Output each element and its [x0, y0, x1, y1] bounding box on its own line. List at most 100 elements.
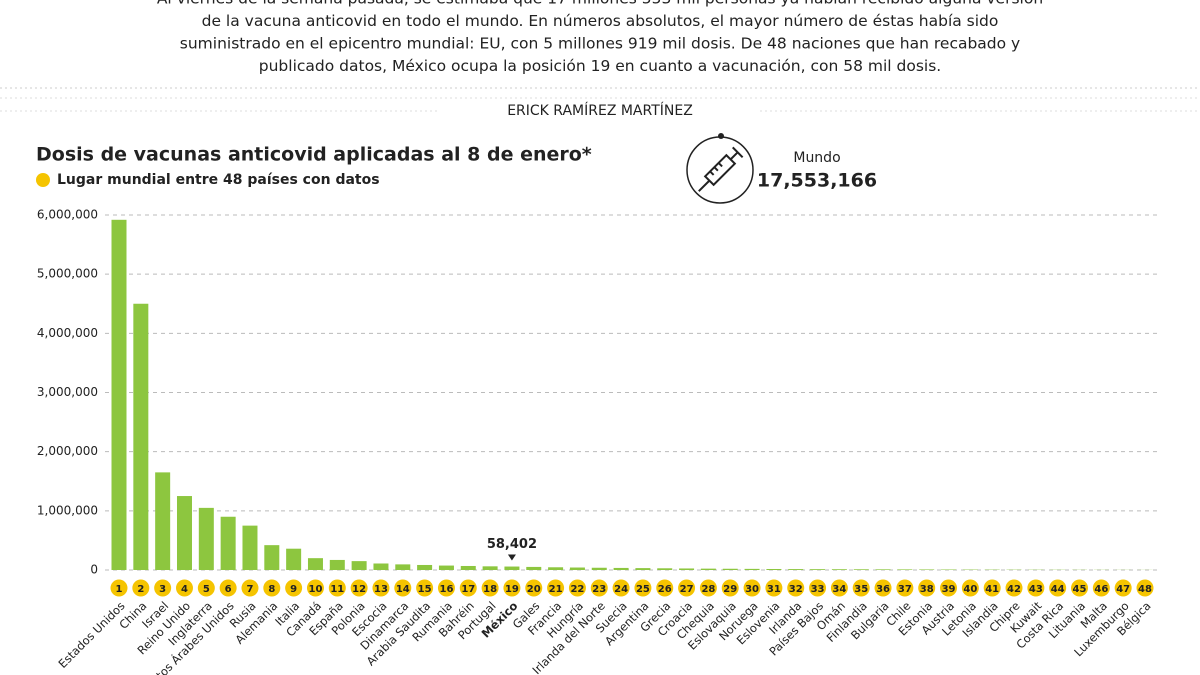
value-pointer — [507, 554, 516, 561]
world-total: 17,553,166 — [757, 170, 877, 192]
rank-label: 5 — [203, 584, 210, 595]
bar — [788, 569, 804, 570]
rank-marker — [809, 579, 827, 597]
bar — [155, 472, 171, 570]
rank-marker — [525, 579, 543, 597]
rank-label: 12 — [352, 584, 366, 595]
rank-label: 27 — [680, 584, 694, 595]
value-label: 58,402 — [487, 537, 537, 552]
bar — [810, 569, 826, 570]
intro-text: publicado datos, México ocupa la posició… — [259, 57, 941, 75]
rank-label: 15 — [418, 584, 432, 595]
rank-marker — [765, 579, 783, 597]
rank-marker — [961, 579, 979, 597]
rank-marker — [983, 579, 1001, 597]
rank-marker — [1114, 579, 1132, 597]
bar — [919, 569, 935, 570]
rank-label: 33 — [811, 584, 825, 595]
rank-marker — [634, 579, 652, 597]
rank-marker — [394, 579, 412, 597]
rank-label: 16 — [439, 584, 453, 595]
rank-label: 24 — [614, 584, 628, 595]
rank-marker — [1071, 579, 1089, 597]
y-tick-label: 3,000,000 — [37, 385, 98, 399]
rank-label: 31 — [767, 584, 781, 595]
rank-label: 48 — [1138, 584, 1152, 595]
rank-label: 4 — [181, 584, 188, 595]
rank-marker — [175, 579, 193, 597]
bar — [679, 568, 695, 570]
bar — [286, 548, 302, 570]
bar — [133, 303, 149, 570]
rank-label: 9 — [290, 584, 297, 595]
bar — [460, 565, 476, 570]
rank-label: 42 — [1007, 584, 1021, 595]
rank-marker — [219, 579, 237, 597]
bar — [395, 564, 411, 570]
rank-marker — [503, 579, 521, 597]
bar — [853, 569, 869, 570]
rank-marker — [481, 579, 499, 597]
rank-label: 11 — [330, 584, 344, 595]
rank-marker — [612, 579, 630, 597]
rank-marker — [743, 579, 761, 597]
y-tick-label: 4,000,000 — [37, 326, 98, 340]
rank-marker — [306, 579, 324, 597]
rank-marker — [852, 579, 870, 597]
rank-marker — [787, 579, 805, 597]
rank-label: 13 — [374, 584, 388, 595]
bar — [438, 565, 454, 570]
bar — [198, 507, 214, 570]
rank-label: 23 — [592, 584, 606, 595]
rank-label: 8 — [268, 584, 275, 595]
bar — [482, 566, 498, 570]
rank-label: 36 — [876, 584, 890, 595]
bar — [504, 566, 520, 570]
rank-marker — [830, 579, 848, 597]
rank-marker — [1027, 579, 1045, 597]
bar — [242, 525, 258, 570]
bar — [744, 568, 760, 570]
bar — [766, 568, 782, 570]
bar — [548, 567, 564, 570]
rank-marker — [459, 579, 477, 597]
rank-label: 3 — [159, 584, 166, 595]
rank-label: 28 — [701, 584, 715, 595]
bar — [264, 545, 280, 570]
rank-marker — [1005, 579, 1023, 597]
rank-marker — [547, 579, 565, 597]
rank-marker — [416, 579, 434, 597]
rank-label: 44 — [1051, 584, 1065, 595]
rank-marker — [285, 579, 303, 597]
rank-marker — [699, 579, 717, 597]
intro-text: suministrado en el epicentro mundial: EU… — [180, 35, 1020, 53]
rank-marker — [874, 579, 892, 597]
x-tick-label: Estados Unidos — [55, 599, 127, 671]
rank-label: 7 — [246, 584, 253, 595]
chart-title: Dosis de vacunas anticovid aplicadas al … — [36, 144, 592, 166]
bar — [831, 569, 847, 570]
intro-text: de la vacuna anticovid en todo el mundo.… — [202, 12, 999, 30]
rank-marker — [437, 579, 455, 597]
rank-marker — [372, 579, 390, 597]
rank-label: 10 — [309, 584, 323, 595]
rank-marker — [678, 579, 696, 597]
rank-marker — [656, 579, 674, 597]
rank-marker — [328, 579, 346, 597]
rank-marker — [1136, 579, 1154, 597]
bar — [526, 566, 542, 570]
legend-marker — [36, 173, 50, 187]
rank-marker — [896, 579, 914, 597]
rank-label: 34 — [832, 584, 846, 595]
bar — [373, 563, 389, 570]
bar — [307, 558, 323, 570]
rank-label: 41 — [985, 584, 999, 595]
bar — [657, 568, 673, 570]
y-tick-label: 6,000,000 — [37, 208, 98, 222]
bar — [176, 496, 192, 570]
bar — [875, 569, 891, 570]
rank-marker — [590, 579, 608, 597]
rank-marker — [110, 579, 128, 597]
rank-label: 6 — [225, 584, 232, 595]
